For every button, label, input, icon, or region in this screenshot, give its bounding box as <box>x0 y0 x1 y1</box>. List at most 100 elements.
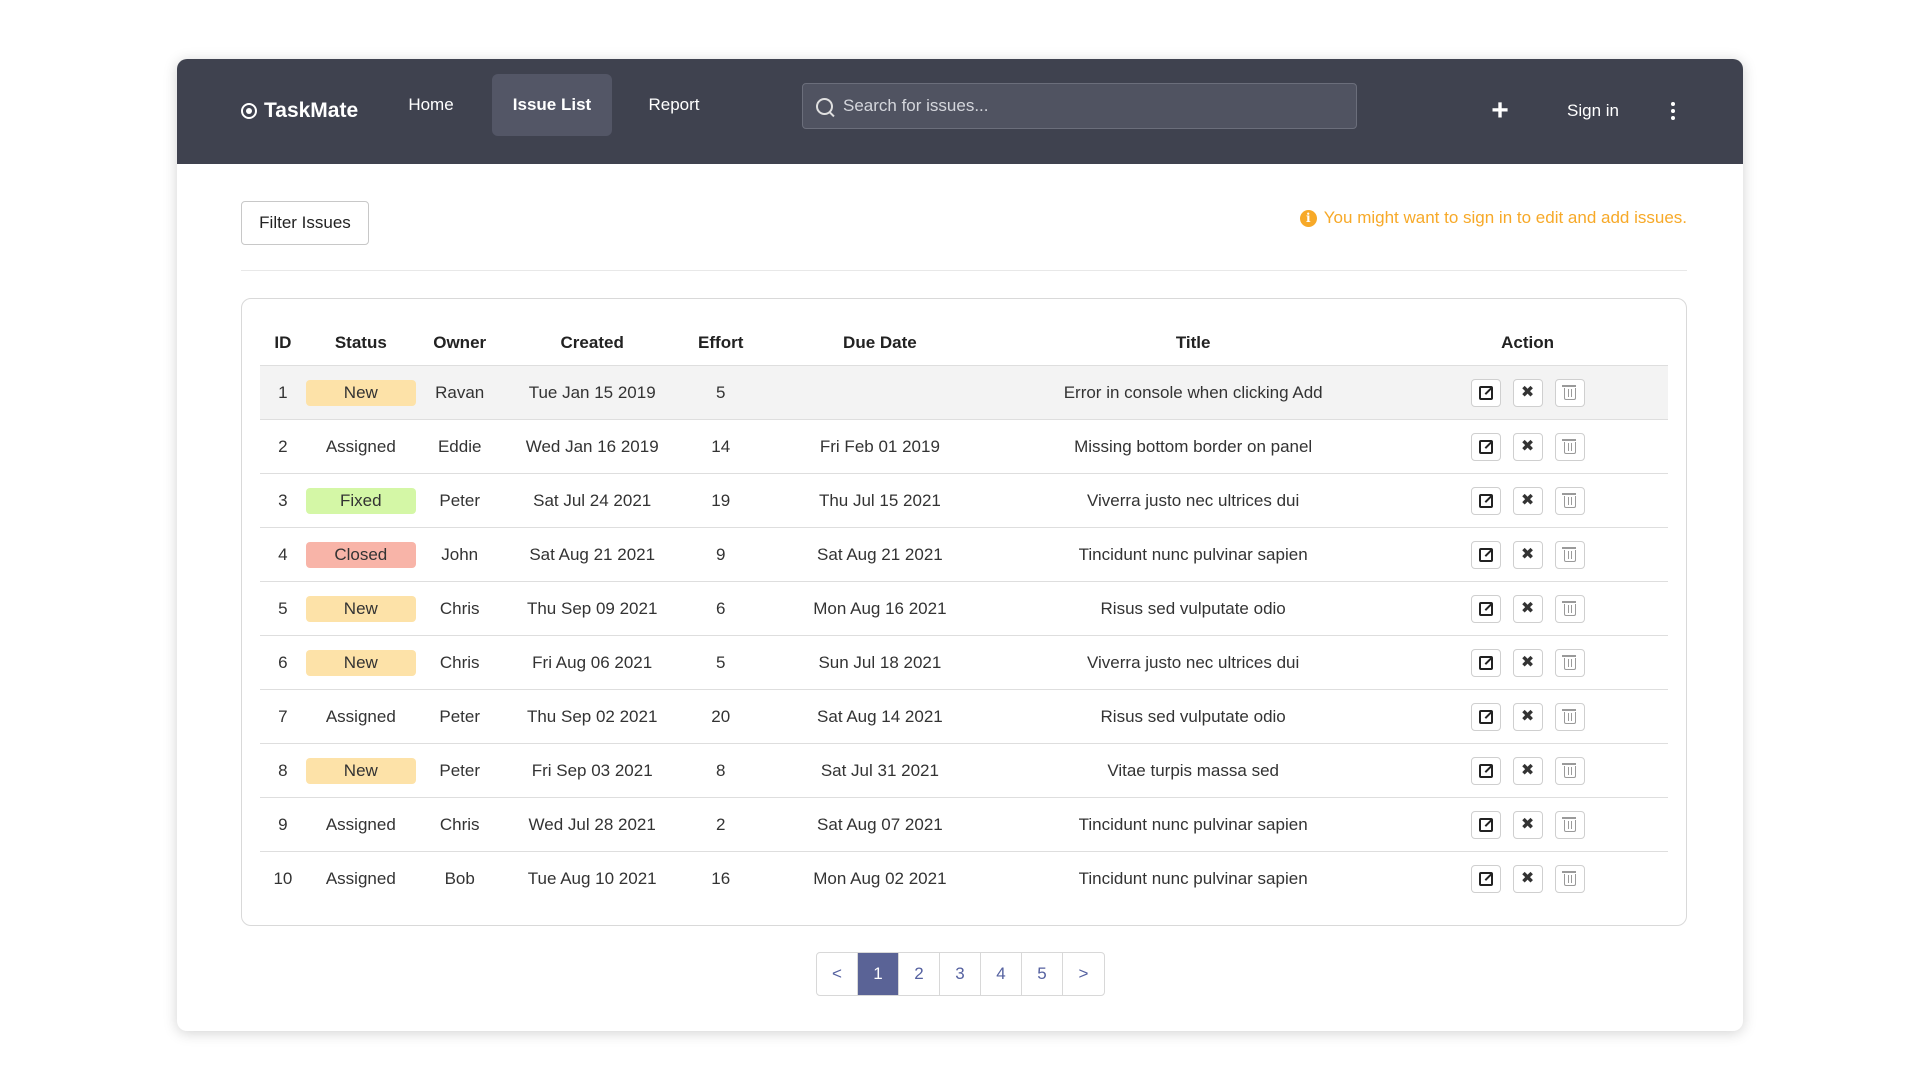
cell-effort: 14 <box>680 419 761 474</box>
edit-icon <box>1478 547 1493 562</box>
nav-issue-list[interactable]: Issue List <box>492 74 612 136</box>
cell-effort: 9 <box>680 527 761 582</box>
table-row: 10 Assigned Bob Tue Aug 10 2021 16 Mon Aug 02… <box>260 852 1668 906</box>
close-issue-button[interactable]: ✖ <box>1512 432 1543 461</box>
cell-owner: Bob <box>444 868 475 888</box>
close-issue-button[interactable]: ✖ <box>1512 702 1543 731</box>
delete-button[interactable] <box>1554 702 1585 731</box>
issue-table: ID Status Owner Created Effort Due Date Title A… <box>260 321 1668 905</box>
cell-effort: 20 <box>680 689 761 744</box>
delete-button[interactable] <box>1554 648 1585 677</box>
nav-home[interactable]: Home <box>408 95 454 114</box>
cell-owner: Chris <box>415 581 504 636</box>
column-header: ID <box>260 321 306 366</box>
filter-issues-button[interactable]: Filter Issues <box>241 201 369 245</box>
search-input[interactable] <box>841 95 1356 117</box>
cell-created: Thu Sep 02 2021 <box>503 689 681 744</box>
close-issue-button[interactable]: ✖ <box>1512 378 1543 407</box>
delete-button[interactable] <box>1554 432 1585 461</box>
trash-icon <box>1561 763 1576 778</box>
page-button[interactable]: 4 <box>981 953 1022 995</box>
close-icon: ✖ <box>1520 761 1535 779</box>
close-issue-button[interactable]: ✖ <box>1512 540 1543 569</box>
edit-button[interactable] <box>1470 810 1501 839</box>
cell-status: Fixed <box>305 473 416 528</box>
edit-button[interactable] <box>1470 540 1501 569</box>
cell-owner: Chris <box>415 635 504 690</box>
delete-button[interactable] <box>1554 594 1585 623</box>
table-row: 3 Fixed Peter Sat Jul 24 2021 19 Thu Jul 15 2… <box>260 473 1668 528</box>
cell-actions: ✖ <box>1387 743 1668 798</box>
cell-title: Risus sed vulputate odio <box>999 689 1388 744</box>
column-header: Title <box>999 321 1388 366</box>
cell-status: New <box>305 581 416 636</box>
cell-title: Tincidunt nunc pulvinar sapien <box>999 527 1388 582</box>
cell-owner: John <box>415 527 504 582</box>
trash-icon <box>1561 439 1576 454</box>
cell-title: Risus sed vulputate odio <box>999 581 1388 636</box>
close-issue-button[interactable]: ✖ <box>1512 594 1543 623</box>
column-header: Effort <box>680 321 761 366</box>
edit-button[interactable] <box>1470 594 1501 623</box>
close-issue-button[interactable]: ✖ <box>1512 756 1543 785</box>
edit-button[interactable] <box>1470 432 1501 461</box>
delete-button[interactable] <box>1554 540 1585 569</box>
close-icon: ✖ <box>1520 869 1535 887</box>
cell-due: Thu Jul 15 2021 <box>760 473 1000 528</box>
more-menu-icon[interactable] <box>1663 93 1683 129</box>
page-button[interactable]: 1 <box>858 953 899 995</box>
delete-button[interactable] <box>1554 486 1585 515</box>
delete-button[interactable] <box>1554 810 1585 839</box>
cell-created: Fri Sep 03 2021 <box>503 743 681 798</box>
close-issue-button[interactable]: ✖ <box>1512 486 1543 515</box>
status-badge: Assigned <box>325 868 396 888</box>
cell-title: Missing bottom border on panel <box>999 419 1388 474</box>
table-row: 1 New Ravan Tue Jan 15 2019 5 Error in consol… <box>260 365 1668 420</box>
cell-actions: ✖ <box>1387 797 1668 852</box>
delete-button[interactable] <box>1554 864 1585 893</box>
cell-due: Sat Aug 21 2021 <box>760 527 1000 582</box>
edit-icon <box>1478 493 1493 508</box>
cell-owner: Eddie <box>415 419 504 474</box>
brand[interactable]: TaskMate <box>241 93 358 129</box>
cell-created: Wed Jan 16 2019 <box>503 419 681 474</box>
cell-id: 10 <box>273 868 293 888</box>
edit-button[interactable] <box>1470 486 1501 515</box>
edit-button[interactable] <box>1470 648 1501 677</box>
trash-icon <box>1561 655 1576 670</box>
issue-table-card: ID Status Owner Created Effort Due Date Title A… <box>241 298 1687 926</box>
cell-status: New <box>305 635 416 690</box>
page-button[interactable]: 5 <box>1022 953 1063 995</box>
sign-in-button[interactable]: Sign in <box>1567 101 1619 120</box>
edit-button[interactable] <box>1470 378 1501 407</box>
edit-button[interactable] <box>1470 702 1501 731</box>
nav-report[interactable]: Report <box>648 95 700 114</box>
delete-button[interactable] <box>1554 756 1585 785</box>
close-issue-button[interactable]: ✖ <box>1512 648 1543 677</box>
edit-icon <box>1478 817 1493 832</box>
edit-icon <box>1478 763 1493 778</box>
delete-button[interactable] <box>1554 378 1585 407</box>
add-issue-button[interactable]: + <box>1482 93 1518 129</box>
cell-id: 4 <box>260 527 306 582</box>
column-header: Status <box>305 321 416 366</box>
edit-button[interactable] <box>1470 756 1501 785</box>
cell-actions: ✖ <box>1387 852 1668 906</box>
cell-due: Mon Aug 16 2021 <box>760 581 1000 636</box>
cell-status: Assigned <box>305 419 416 474</box>
edit-button[interactable] <box>1470 864 1501 893</box>
status-badge: Closed <box>305 541 416 568</box>
page-button[interactable]: 3 <box>940 953 981 995</box>
next-page-button[interactable]: > <box>1078 964 1089 983</box>
app-window: TaskMate Home Issue List Report + Sign i… <box>177 59 1743 1031</box>
page-button[interactable]: 2 <box>899 953 940 995</box>
cell-id: 2 <box>260 419 306 474</box>
close-issue-button[interactable]: ✖ <box>1512 864 1543 893</box>
prev-page-button[interactable]: < <box>817 953 858 995</box>
cell-status: New <box>305 743 416 798</box>
status-badge: New <box>305 379 416 406</box>
cell-id: 7 <box>260 689 306 744</box>
cell-status: New <box>305 365 416 420</box>
close-issue-button[interactable]: ✖ <box>1512 810 1543 839</box>
trash-icon <box>1561 709 1576 724</box>
